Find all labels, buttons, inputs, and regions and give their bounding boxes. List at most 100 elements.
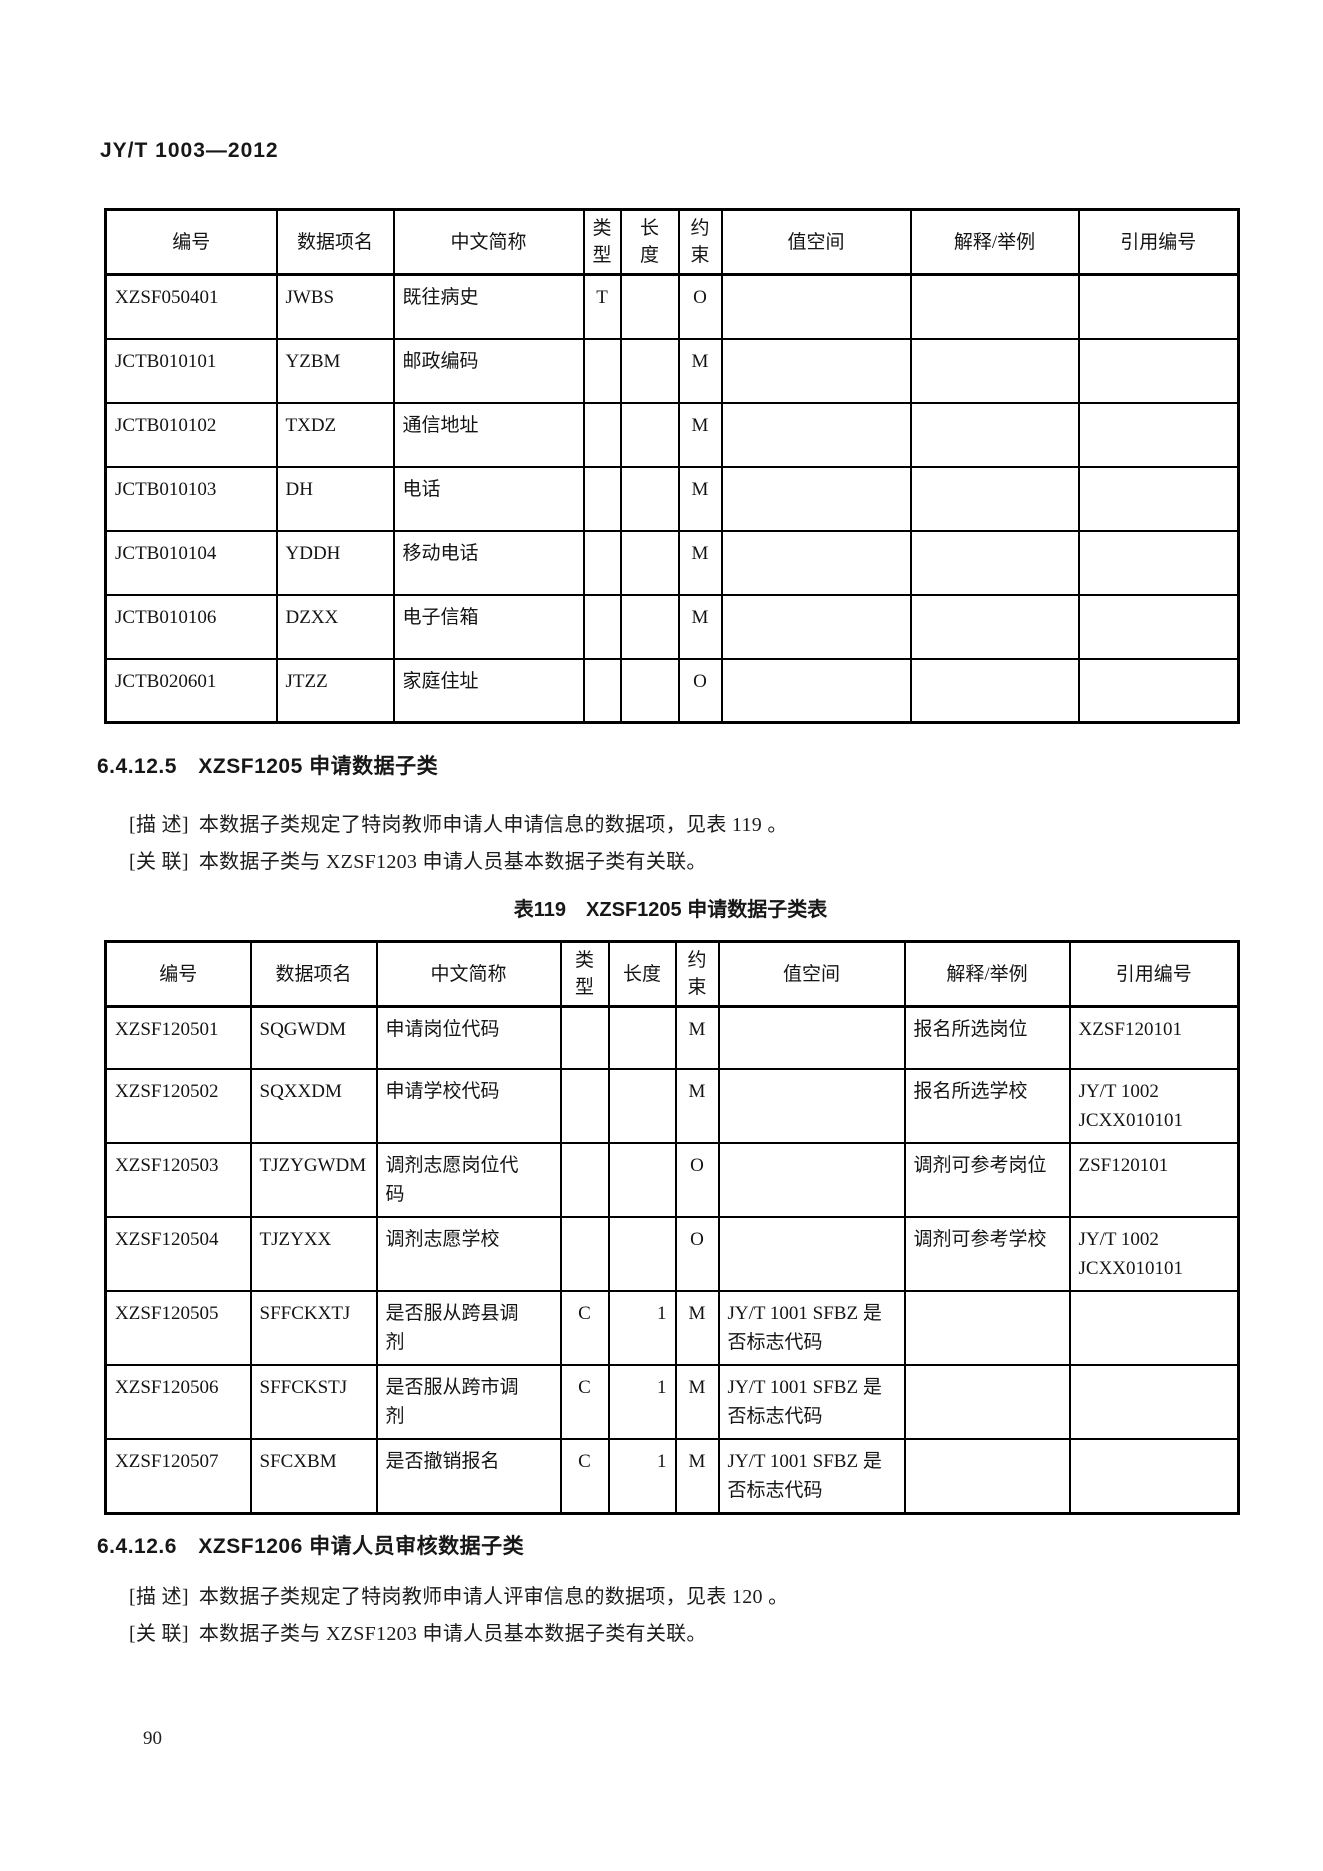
cell-item-name: SQXXDM — [249, 1067, 378, 1144]
cell-ref-code: ZSF120101 — [1068, 1141, 1240, 1218]
cell-length: 1 — [607, 1363, 677, 1440]
table-row: JCTB010102 TXDZ 通信地址 M — [104, 401, 1240, 468]
cell-length — [619, 465, 680, 532]
column-header: 类 型 — [582, 208, 622, 276]
cell-length — [619, 529, 680, 596]
column-header: 类 型 — [559, 940, 610, 1008]
column-header: 解释/举例 — [903, 940, 1071, 1008]
page-number: 90 — [143, 1728, 162, 1749]
cell-length — [619, 401, 680, 468]
cell-ref-code: JY/T 1002 JCXX010101 — [1068, 1067, 1240, 1144]
cell-value-space: JY/T 1001 SFBZ 是 否标志代码 — [717, 1363, 906, 1440]
cell-constraint: M — [677, 529, 723, 596]
data-items-table-continued: 编号 数据项名 中文简称类 型长 度约 束值空间 解释/举例 引用编号 XZSF05040… — [104, 208, 1240, 724]
relation-label: [关 联] — [129, 851, 189, 873]
cell-length — [607, 1005, 677, 1070]
table-row: XZSF120504 TJZYXX 调剂志愿学校 O 调剂可参考学校 JY/T 1002 … — [104, 1215, 1240, 1292]
cell-cn-name: 邮政编码 — [392, 337, 585, 404]
column-header: 引用编号 — [1068, 940, 1240, 1008]
standard-number: JY/T 1003—2012 — [100, 139, 279, 162]
cell-code: XZSF050401 — [104, 273, 278, 340]
cell-value-space — [720, 657, 912, 724]
description-label: [描 述] — [129, 814, 189, 836]
cell-cn-name: 电子信箱 — [392, 593, 585, 660]
cell-explanation — [909, 273, 1080, 340]
column-header: 中文简称 — [375, 940, 562, 1008]
cell-type — [559, 1005, 610, 1070]
table-row: JCTB010104 YDDH 移动电话 M — [104, 529, 1240, 596]
table-row: XZSF050401 JWBS 既往病史 T O — [104, 273, 1240, 340]
cell-length — [619, 593, 680, 660]
cell-type — [559, 1067, 610, 1144]
column-header: 引用编号 — [1077, 208, 1240, 276]
cell-cn-name: 是否撤销报名 — [375, 1437, 562, 1514]
cell-code: JCTB010106 — [104, 593, 278, 660]
cell-cn-name: 调剂志愿岗位代 码 — [375, 1141, 562, 1218]
cell-type — [582, 337, 622, 404]
table-row: JCTB020601 JTZZ 家庭住址 O — [104, 657, 1240, 724]
cell-length: 1 — [607, 1289, 677, 1366]
cell-item-name: TXDZ — [275, 401, 395, 468]
cell-item-name: YZBM — [275, 337, 395, 404]
cell-value-space — [720, 401, 912, 468]
cell-constraint: M — [674, 1437, 720, 1514]
column-header: 编号 — [104, 208, 278, 276]
cell-ref-code: JY/T 1002 JCXX010101 — [1068, 1215, 1240, 1292]
cell-type — [559, 1141, 610, 1218]
table-119-title: 表119 XZSF1205 申请数据子类表 — [513, 899, 828, 921]
cell-code: XZSF120502 — [104, 1067, 252, 1144]
cell-ref-code — [1077, 337, 1240, 404]
cell-cn-name: 家庭住址 — [392, 657, 585, 724]
cell-type — [582, 593, 622, 660]
cell-type — [559, 1215, 610, 1292]
table-row: XZSF120505 SFFCKXTJ 是否服从跨县调 剂 C 1 M JY/T 1001 … — [104, 1289, 1240, 1366]
cell-type — [582, 657, 622, 724]
cell-length — [607, 1067, 677, 1144]
cell-constraint: O — [677, 657, 723, 724]
cell-explanation — [909, 401, 1080, 468]
section-heading-6-4-12-6: 6.4.12.6 XZSF1206 申请人员审核数据子类 — [97, 1535, 525, 1558]
cell-ref-code — [1077, 657, 1240, 724]
cell-constraint: M — [674, 1289, 720, 1366]
cell-length — [607, 1141, 677, 1218]
cell-item-name: DZXX — [275, 593, 395, 660]
cell-type — [582, 401, 622, 468]
cell-length — [619, 657, 680, 724]
column-header: 中文简称 — [392, 208, 585, 276]
relation-text: 本数据子类与 XZSF1203 申请人员基本数据子类有关联。 — [198, 1623, 707, 1645]
cell-constraint: O — [674, 1215, 720, 1292]
cell-item-name: SFFCKSTJ — [249, 1363, 378, 1440]
description-text: 本数据子类规定了特岗教师申请人评审信息的数据项，见表 120 。 — [198, 1586, 789, 1608]
cell-value-space — [720, 465, 912, 532]
column-header: 约 束 — [677, 208, 723, 276]
cell-value-space — [720, 529, 912, 596]
cell-explanation — [909, 337, 1080, 404]
cell-code: JCTB010103 — [104, 465, 278, 532]
cell-ref-code — [1068, 1289, 1240, 1366]
cell-code: JCTB010101 — [104, 337, 278, 404]
cell-ref-code — [1077, 529, 1240, 596]
cell-constraint: M — [674, 1067, 720, 1144]
cell-type: T — [582, 273, 622, 340]
cell-ref-code — [1077, 401, 1240, 468]
column-header: 数据项名 — [275, 208, 395, 276]
cell-ref-code: XZSF120101 — [1068, 1005, 1240, 1070]
table-row: XZSF120503 TJZYGWDM 调剂志愿岗位代 码 O 调剂可参考岗位 ZSF12… — [104, 1141, 1240, 1218]
column-header: 长 度 — [619, 208, 680, 276]
cell-explanation — [909, 657, 1080, 724]
cell-item-name: YDDH — [275, 529, 395, 596]
table-row: XZSF120501 SQGWDM 申请岗位代码 M 报名所选岗位 XZSF120101 — [104, 1005, 1240, 1070]
table-header-row: 编号 数据项名 中文简称类 型长度约 束值空间 解释/举例 引用编号 — [104, 940, 1240, 1008]
cell-item-name: SQGWDM — [249, 1005, 378, 1070]
cell-constraint: O — [674, 1141, 720, 1218]
cell-length — [607, 1215, 677, 1292]
cell-cn-name: 申请岗位代码 — [375, 1005, 562, 1070]
cell-cn-name: 既往病史 — [392, 273, 585, 340]
table-119-apply-data-subclass: 编号 数据项名 中文简称类 型长度约 束值空间 解释/举例 引用编号 XZSF120501… — [104, 940, 1240, 1515]
cell-explanation — [903, 1289, 1071, 1366]
column-header: 值空间 — [717, 940, 906, 1008]
cell-cn-name: 通信地址 — [392, 401, 585, 468]
cell-cn-name: 是否服从跨县调 剂 — [375, 1289, 562, 1366]
cell-type: C — [559, 1437, 610, 1514]
cell-value-space — [717, 1067, 906, 1144]
